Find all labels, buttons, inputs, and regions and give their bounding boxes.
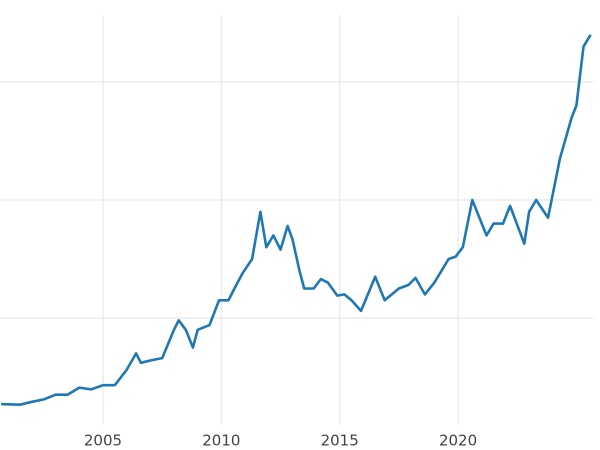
x-tick-label: 2005	[84, 432, 122, 450]
x-tick-label: 2015	[321, 432, 359, 450]
x-tick-label: 2020	[439, 432, 477, 450]
x-tick-label: 2010	[202, 432, 240, 450]
price-line	[1, 34, 592, 407]
